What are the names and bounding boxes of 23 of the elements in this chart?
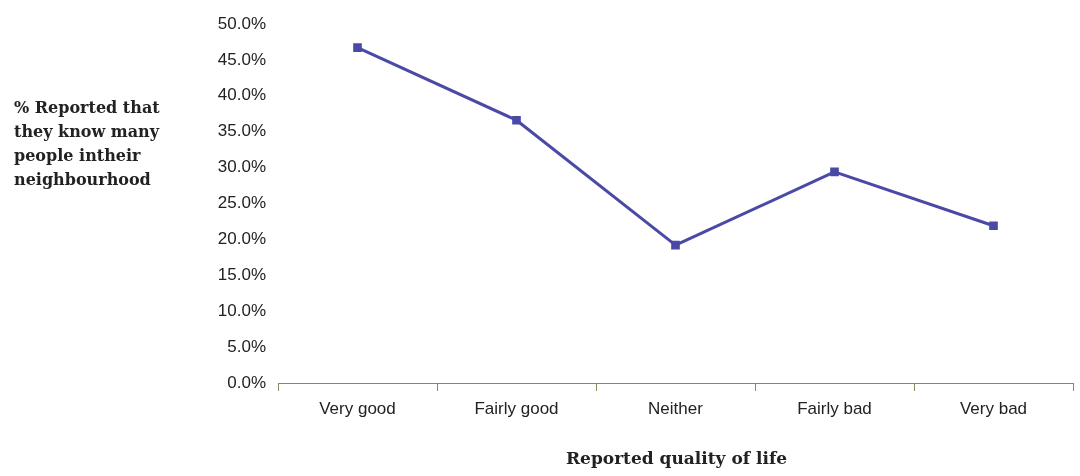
y-tick-label: 15.0%	[217, 264, 266, 284]
y-tick-label: 50.0%	[217, 13, 266, 33]
y-tick-label: 45.0%	[217, 49, 266, 69]
x-axis-title: Reported quality of life	[564, 448, 788, 468]
y-axis-title: % Reported that they know many people intheir neighbourhood	[14, 97, 161, 191]
point	[989, 221, 998, 231]
x-tick-label: Very bad	[959, 398, 1028, 418]
x-tick-label: Neither	[648, 398, 704, 418]
point	[830, 167, 839, 177]
y-tick-label: 40.0%	[217, 85, 266, 105]
y-tick-label: 35.0%	[217, 121, 266, 141]
point	[512, 115, 521, 125]
y-tick-label: 25.0%	[217, 193, 266, 213]
x-tick-label: Very good	[319, 398, 396, 418]
point	[671, 240, 680, 250]
x-tick-label: Fairly bad	[797, 398, 872, 418]
point	[353, 43, 362, 53]
y-tick-label: 10.0%	[217, 300, 266, 320]
y-tick-label: 20.0%	[217, 229, 266, 249]
y-tick-label: 0.0%	[227, 372, 266, 392]
x-tick-label: Fairly good	[474, 398, 559, 418]
y-tick-label: 5.0%	[227, 336, 266, 356]
y-tick-label: 30.0%	[217, 157, 266, 177]
